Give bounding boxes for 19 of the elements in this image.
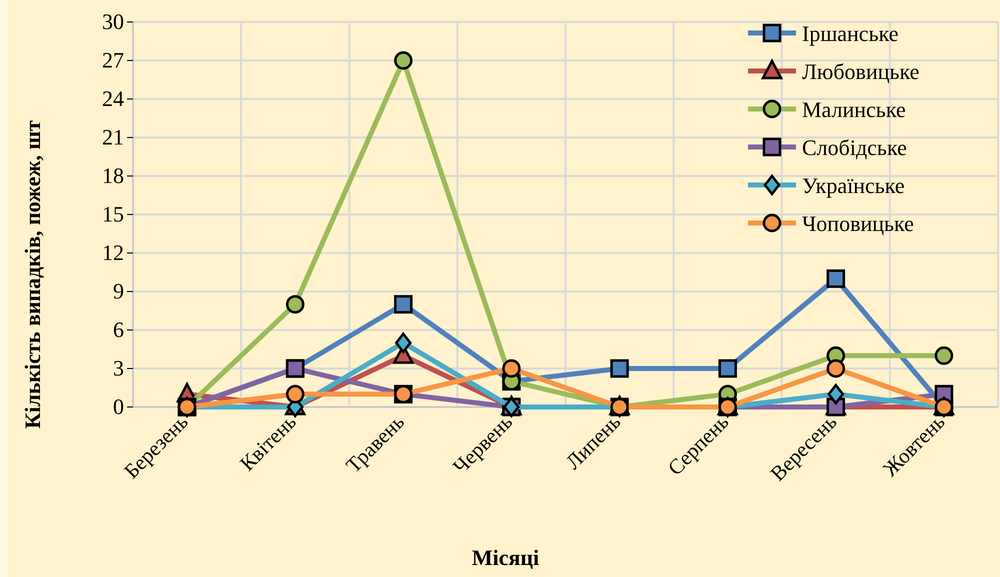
legend-label: Малинське <box>802 97 906 122</box>
y-tick-label: 18 <box>102 163 124 188</box>
y-tick-label: 24 <box>102 86 124 112</box>
y-axis-title: Кількість випадків, пожеж, шт <box>20 120 45 429</box>
y-tick-label: 15 <box>102 202 124 227</box>
y-tick-label: 6 <box>113 317 124 342</box>
x-axis-title: Місяці <box>472 545 540 570</box>
y-tick-label: 12 <box>102 240 124 266</box>
legend-label: Чоповицьке <box>802 211 914 236</box>
y-tick-label: 27 <box>102 48 124 73</box>
y-tick-label: 0 <box>113 394 124 420</box>
y-tick-label: 3 <box>113 356 124 381</box>
legend-label: Іршанське <box>802 21 899 46</box>
y-tick-label: 21 <box>102 124 124 150</box>
y-tick-label: 9 <box>113 278 124 304</box>
legend-label: Любовицьке <box>802 59 920 84</box>
y-tick-label: 30 <box>102 9 124 34</box>
legend-label: Слобідське <box>802 135 907 160</box>
legend-label: Українське <box>802 173 905 198</box>
